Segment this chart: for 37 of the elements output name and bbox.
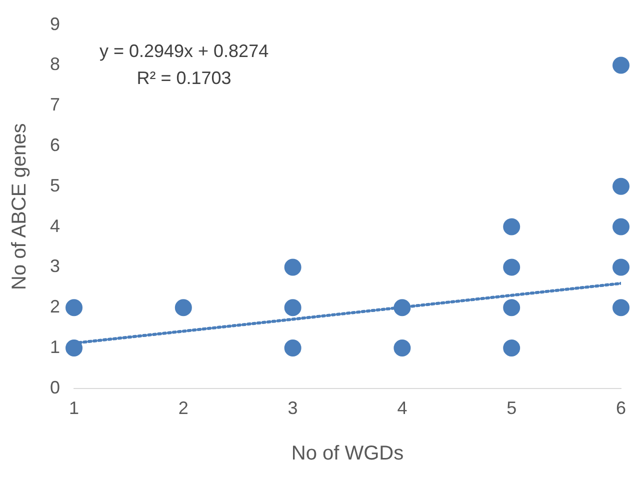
point <box>284 340 302 356</box>
x-tick-label: 1 <box>69 398 80 418</box>
y-tick-label: 1 <box>50 336 60 357</box>
point <box>503 299 520 316</box>
y-tick-label: 5 <box>50 175 60 196</box>
y-tick-label: 6 <box>50 134 60 155</box>
x-tick-label: 6 <box>616 398 626 418</box>
point <box>394 299 411 316</box>
x-tick-label: 5 <box>506 398 517 418</box>
point <box>503 258 520 276</box>
y-tick-label: 0 <box>50 377 60 398</box>
y-tick-label: 8 <box>50 54 60 74</box>
y-tick-label: 4 <box>50 216 60 236</box>
y-tick-label: 2 <box>50 296 60 317</box>
x-tick-label: 2 <box>178 398 188 418</box>
y-axis-title: No of ABCE genes <box>8 123 31 290</box>
y-tick-label: 3 <box>50 256 60 276</box>
point <box>174 299 192 316</box>
point <box>394 340 411 356</box>
point <box>503 218 520 236</box>
annotation: y = 0.2949x + 0.8274 <box>99 40 269 61</box>
x-axis-title: No of WGDs <box>291 442 404 465</box>
x-tick-label: 4 <box>397 398 408 418</box>
point <box>612 56 630 74</box>
point <box>612 178 630 195</box>
point <box>284 258 302 276</box>
point <box>503 340 520 356</box>
point <box>66 299 83 316</box>
point <box>612 218 630 236</box>
x-tick-label: 3 <box>288 398 298 418</box>
point <box>612 258 630 276</box>
y-tick-label: 9 <box>50 14 60 34</box>
point <box>284 299 302 316</box>
annotation: R² = 0.1703 <box>136 68 232 88</box>
y-tick-label: 7 <box>50 94 60 115</box>
point <box>612 299 630 316</box>
point <box>66 340 83 356</box>
